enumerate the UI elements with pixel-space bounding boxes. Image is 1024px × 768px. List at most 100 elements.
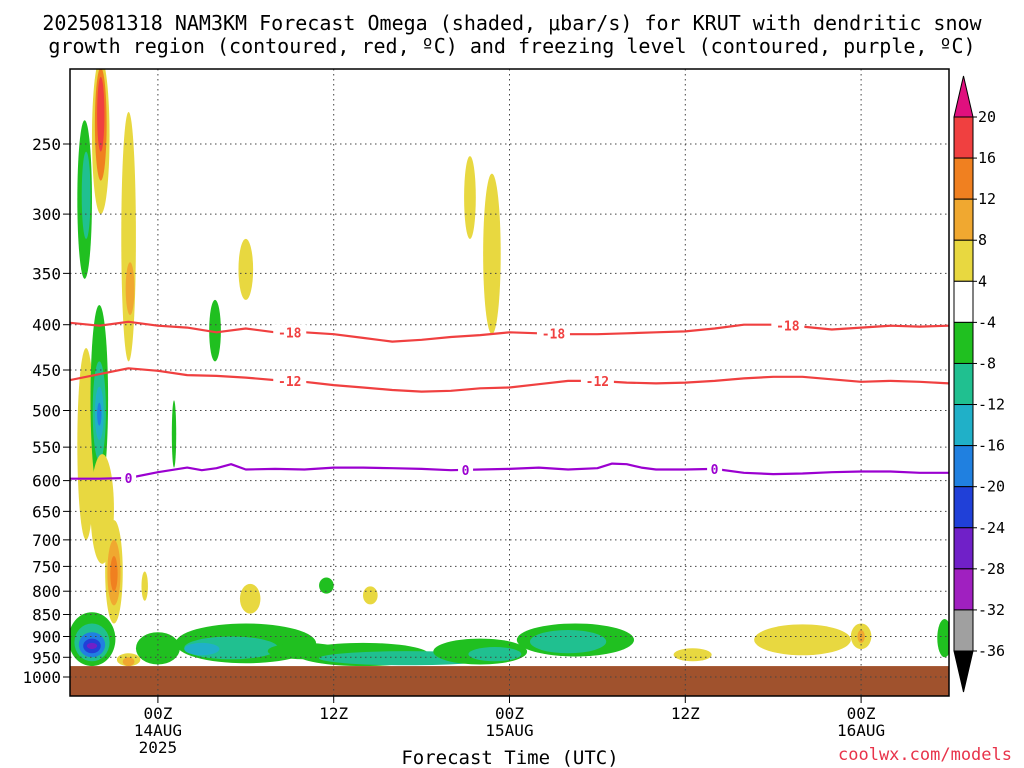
omega-blob-35: [184, 642, 220, 656]
colorbar-swatch-5: [953, 321, 974, 364]
x-tick-label-6-0: 00Z: [143, 704, 172, 723]
x-tick-label-42-0: 12Z: [671, 704, 700, 723]
x-tick-label-18-0: 12Z: [319, 704, 348, 723]
colorbar-swatch-0: [953, 116, 974, 159]
contour-label-bg-0-0: [273, 324, 307, 341]
omega-blob-40: [468, 647, 522, 662]
colorbar-tick-label-8: -16: [978, 437, 1005, 455]
omega-blob-32: [135, 632, 180, 665]
colorbar-top-arrow: [953, 75, 974, 118]
omega-blob-16: [141, 571, 148, 601]
colorbar-swatch-1: [953, 157, 974, 200]
y-tick-label-600: 600: [32, 472, 61, 491]
colorbar-swatch-7: [953, 404, 974, 447]
contour-label-2-2: 0: [711, 463, 719, 478]
omega-blob-21: [319, 577, 334, 594]
contour-label-bg-2-1: [458, 461, 474, 478]
omega-blob-5: [121, 111, 136, 362]
omega-blob-22: [363, 586, 378, 605]
x-tick-label-6-1: 14AUG: [134, 721, 182, 740]
y-tick-label-550: 550: [32, 438, 61, 457]
terrain-layer: [70, 666, 949, 696]
colorbar-swatch-3: [953, 239, 974, 282]
colorbar-tick-label-6: -8: [978, 354, 996, 372]
contour-line-2: [70, 462, 949, 480]
colorbar-tick-label-7: -12: [978, 396, 1005, 414]
contour-label-bg-1-0: [273, 372, 307, 389]
y-tick-label-650: 650: [32, 502, 61, 521]
y-tick-label-250: 250: [32, 135, 61, 154]
contour-label-0-1: -18: [542, 328, 566, 343]
omega-blob-1: [81, 151, 91, 239]
y-tick-label-850: 850: [32, 606, 61, 625]
omega-blob-19: [238, 238, 254, 300]
contour-label-1-1: -12: [586, 375, 609, 390]
y-tick-label-400: 400: [32, 316, 61, 335]
colorbar-tick-label-0: 20: [978, 108, 996, 126]
pressure-axis: 250 300 350 400 450 500 550 600 650 700 750 800 850 9…: [22, 135, 70, 687]
colorbar-tick-label-1: 16: [978, 149, 996, 167]
colorbar-tick-label-3: 8: [978, 231, 987, 249]
y-tick-label-500: 500: [32, 402, 61, 421]
omega-blob-4: [97, 76, 105, 152]
colorbar-swatch-4: [953, 280, 974, 323]
x-tick-label-54-1: 16AUG: [837, 721, 885, 740]
omega-blob-6: [125, 262, 135, 315]
colorbar-swatch-8: [953, 445, 974, 488]
colorbar-tick-label-5: -4: [978, 313, 996, 331]
omega-blob-11: [97, 402, 102, 426]
contour-label-bg-1-1: [580, 372, 614, 389]
omega-blob-15: [110, 556, 118, 592]
omega-blob-18: [209, 299, 221, 362]
contour-label-0-0: -18: [278, 326, 302, 341]
colorbar-swatch-9: [953, 486, 974, 529]
colorbar-tick-label-2: 12: [978, 190, 996, 208]
omega-blob-42: [530, 630, 607, 654]
omega-colorbar: 20 16 12 8 4 -4 -8 -12 -16 -20 -24 -28 -32 -36: [953, 75, 1005, 693]
colorbar-tick-label-9: -20: [978, 478, 1005, 496]
contour-label-bg-2-2: [707, 460, 723, 477]
y-tick-label-750: 750: [32, 557, 61, 576]
y-tick-label-950: 950: [32, 648, 61, 667]
y-tick-label-450: 450: [32, 361, 61, 380]
terrain-band: [70, 666, 949, 696]
contour-label-bg-0-1: [536, 325, 570, 342]
temperature-contours: -18 -18 -18 -12 -12 0 0 0: [70, 317, 949, 487]
colorbar-swatch-6: [953, 362, 974, 406]
contour-label-1-0: -12: [278, 375, 301, 390]
x-tick-label-54-0: 00Z: [847, 704, 876, 723]
contour-label-0-2: -18: [776, 320, 800, 335]
omega-blob-23: [464, 156, 476, 239]
contour-line-1: [70, 367, 949, 393]
omega-blob-29: [86, 642, 98, 650]
x-tick-label-30-0: 00Z: [495, 704, 524, 723]
y-tick-label-1000: 1000: [22, 668, 61, 687]
credit-link[interactable]: coolwx.com/models: [838, 745, 1012, 765]
omega-blob-24: [483, 173, 501, 335]
colorbar-swatch-11: [953, 568, 974, 611]
omega-blob-20: [239, 583, 261, 614]
chart-title-line-2: growth region (contoured, red, ºC) and f…: [48, 34, 975, 58]
colorbar-tick-label-11: -28: [978, 560, 1005, 578]
y-tick-label-700: 700: [32, 531, 61, 550]
y-tick-label-800: 800: [32, 582, 61, 601]
contour-label-bg-0-2: [771, 317, 805, 334]
plot-area-background: [70, 69, 949, 696]
colorbar-bottom-arrow: [953, 650, 974, 693]
colorbar-swatch-12: [953, 609, 974, 652]
colorbar-swatch-10: [953, 527, 974, 570]
omega-blob-17: [171, 400, 177, 468]
x-axis-label: Forecast Time (UTC): [401, 747, 618, 768]
contour-label-2-1: 0: [462, 464, 470, 479]
colorbar-tick-label-10: -24: [978, 519, 1005, 537]
contour-label-2-0: 0: [125, 472, 133, 487]
contour-label-bg-2-0: [121, 470, 137, 487]
omega-blob-43: [673, 648, 712, 662]
x-tick-label-6-2: 2025: [139, 738, 178, 757]
y-tick-label-300: 300: [32, 205, 61, 224]
omega-blob-44: [754, 624, 851, 656]
colorbar-tick-label-4: 4: [978, 272, 987, 290]
omega-blob-47: [937, 619, 949, 658]
